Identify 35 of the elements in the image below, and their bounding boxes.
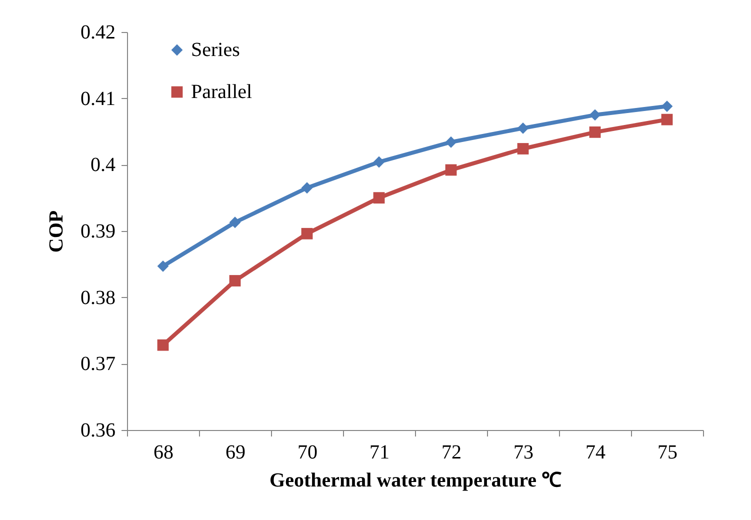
y-tick-label: 0.41 — [80, 88, 116, 110]
x-tick-label: 68 — [154, 442, 174, 464]
legend-label: Series — [191, 39, 240, 61]
x-tick-label: 75 — [658, 442, 678, 464]
point — [373, 192, 385, 204]
point — [157, 339, 169, 351]
x-axis-title: Geothermal water temperature ℃ — [270, 470, 562, 492]
y-tick-label: 0.42 — [80, 22, 116, 44]
y-tick-label: 0.36 — [80, 420, 116, 442]
x-tick-label: 74 — [586, 442, 606, 464]
point — [661, 114, 673, 126]
x-tick-label: 72 — [442, 442, 462, 464]
x-tick-label: 69 — [226, 442, 246, 464]
y-tick-label: 0.39 — [80, 220, 116, 242]
y-axis-title: COP — [46, 210, 68, 253]
point — [589, 109, 601, 121]
point — [373, 156, 385, 168]
x-tick-label: 70 — [298, 442, 318, 464]
point — [301, 182, 313, 194]
point — [517, 122, 529, 134]
point — [589, 126, 601, 138]
legend-label: Parallel — [191, 81, 253, 103]
point — [445, 164, 457, 176]
x-tick-label: 71 — [370, 442, 390, 464]
point — [661, 100, 673, 112]
y-tick-label: 0.37 — [80, 353, 116, 376]
point — [445, 136, 457, 148]
point — [157, 260, 169, 272]
point — [517, 143, 529, 154]
x-tick-label: 73 — [514, 442, 534, 464]
y-tick-label: 0.4 — [90, 154, 116, 176]
point — [229, 275, 241, 286]
point — [229, 216, 241, 228]
point — [301, 228, 313, 240]
y-tick-label: 0.38 — [80, 286, 116, 309]
